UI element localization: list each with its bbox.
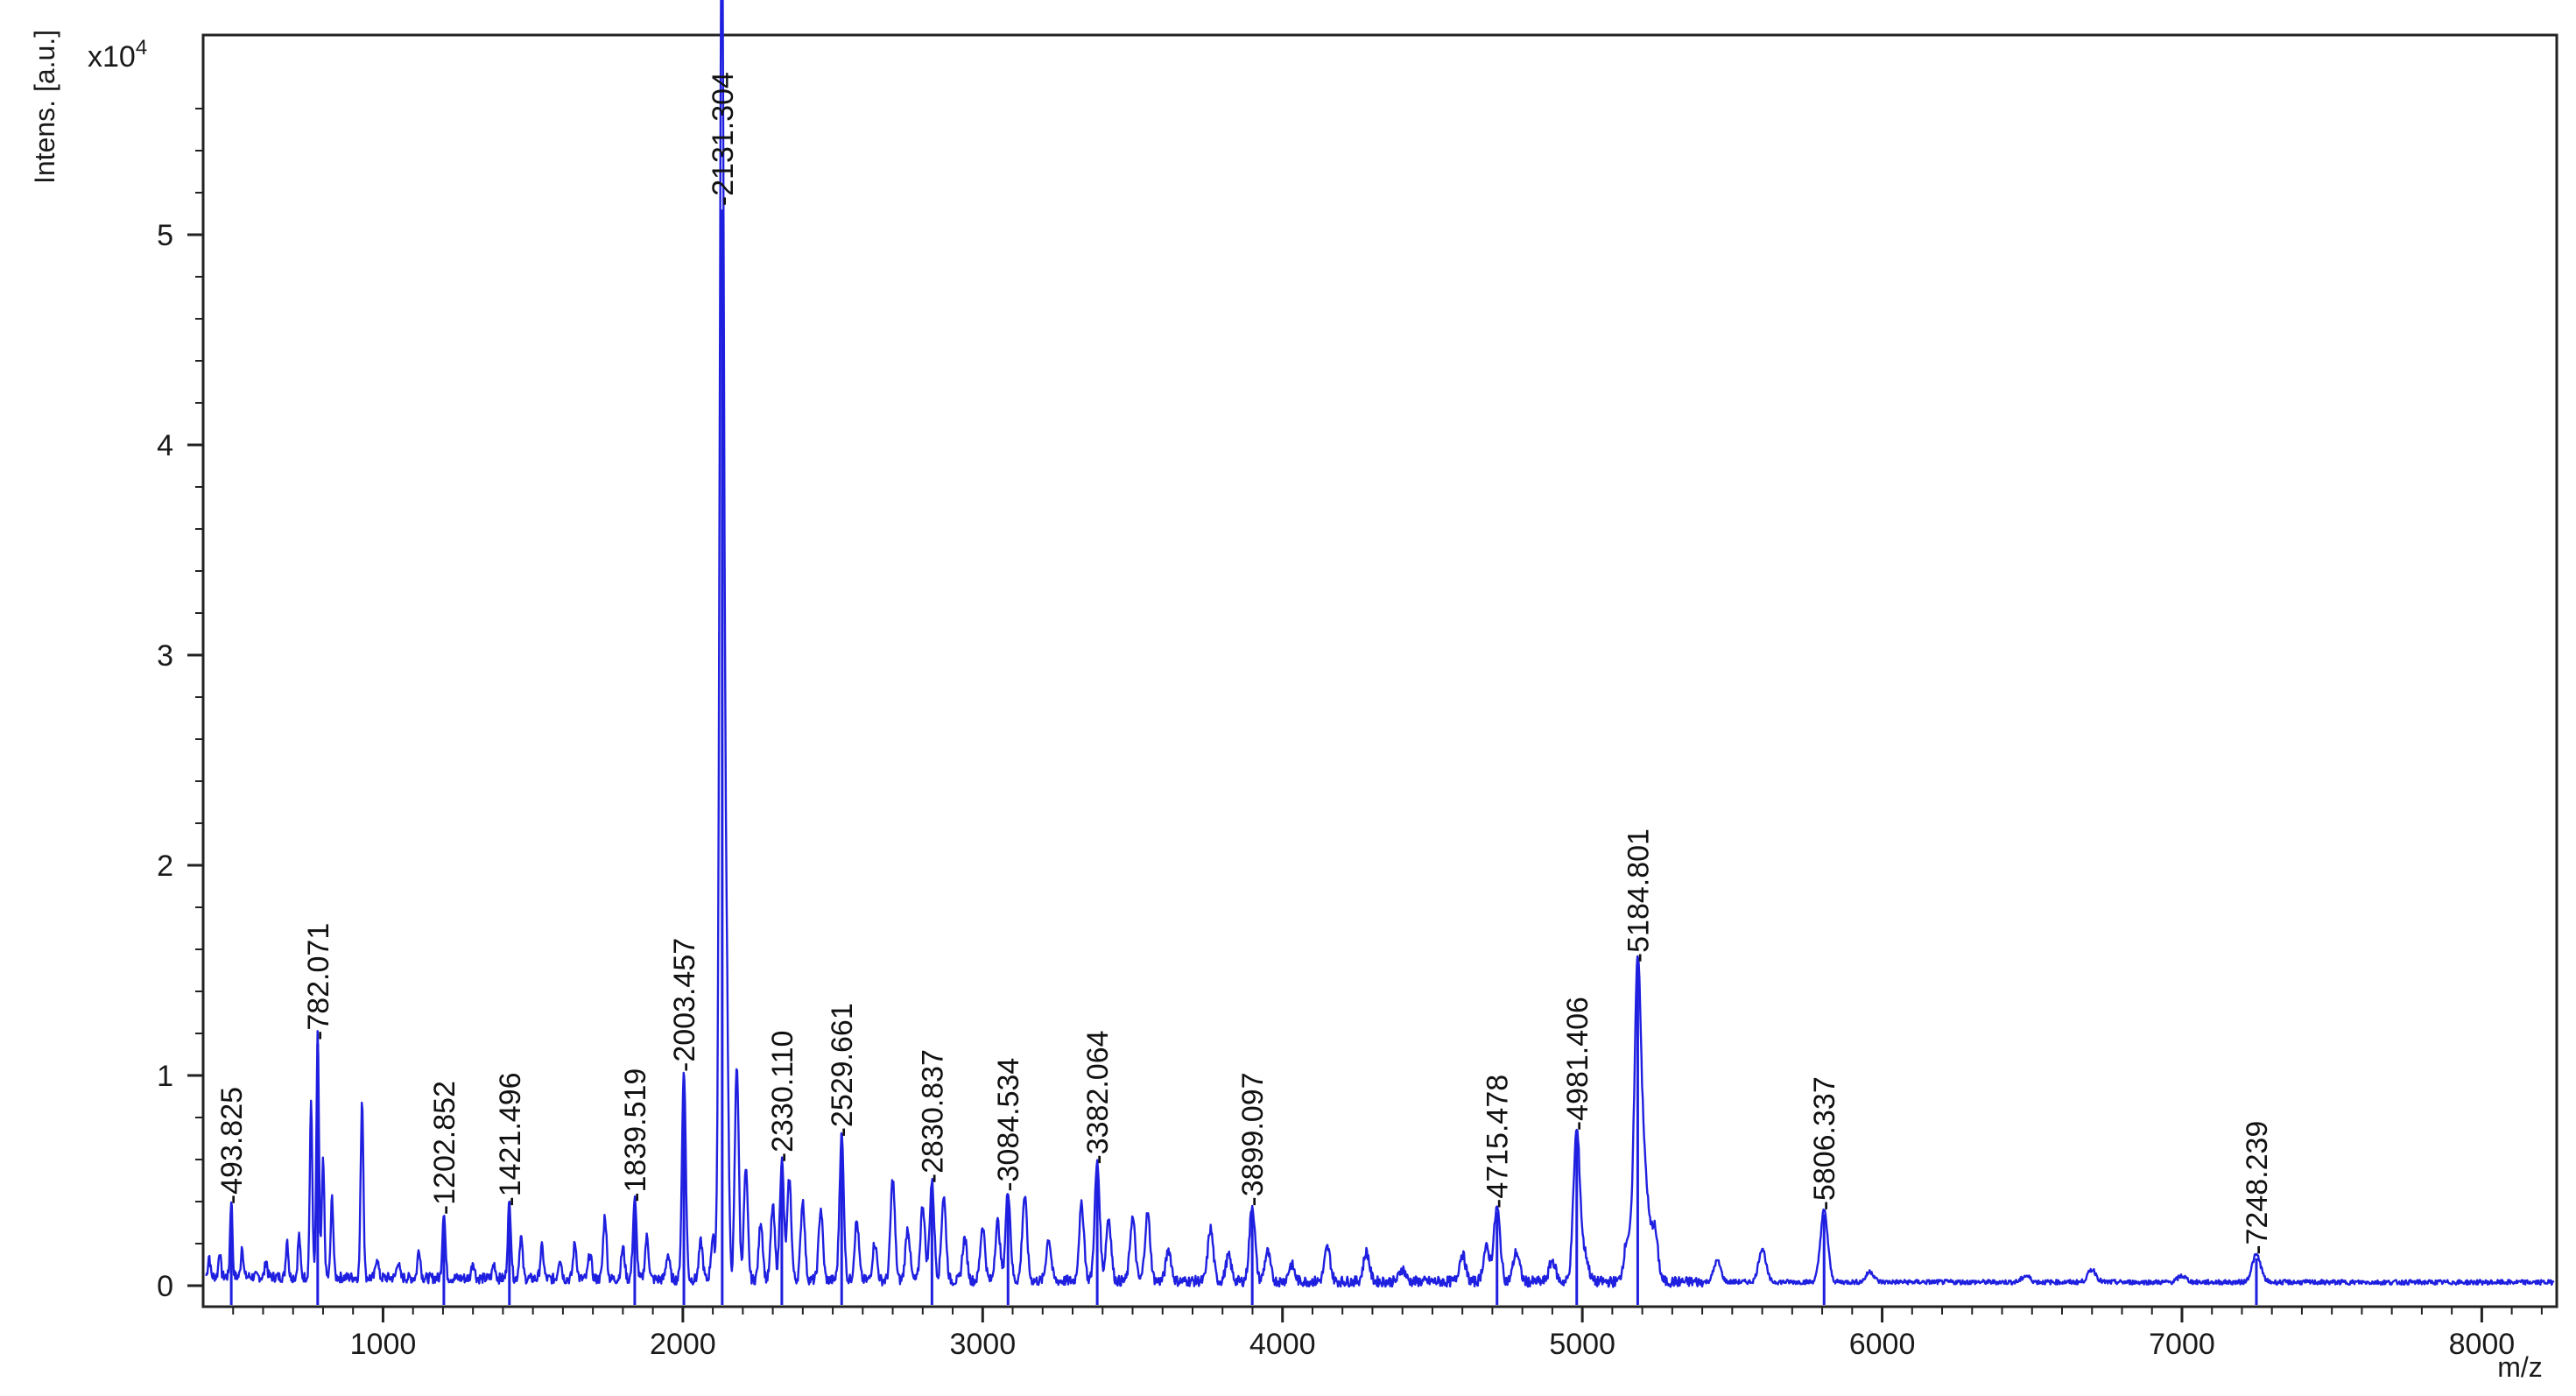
x-axis-title: m/z: [2497, 1351, 2543, 1383]
peak-label: -1421.496: [494, 1072, 527, 1206]
x-tick-label: 1000: [350, 1328, 417, 1361]
x-tick-label: 7000: [2149, 1328, 2215, 1361]
peak-label: -4981.406: [1561, 997, 1594, 1131]
spectrum-trace-line: [205, 0, 2555, 1288]
peak-label: -2529.661: [826, 1003, 859, 1137]
y-axis-ticks: 0 1 2 3 4 5: [157, 108, 203, 1303]
y-tick-label: 5: [157, 219, 173, 252]
peak-label: -3899.097: [1236, 1072, 1270, 1206]
x-tick-label: 6000: [1849, 1328, 1916, 1361]
plot-frame: [201, 33, 2558, 1308]
x-tick-label: 5000: [1549, 1328, 1615, 1361]
peak-label: -3382.064: [1081, 1030, 1115, 1164]
y-tick-label: 1: [157, 1060, 173, 1093]
peak-label: -1202.852: [428, 1081, 461, 1215]
x-tick-label: 8000: [2449, 1328, 2516, 1361]
x-tick-label: 4000: [1249, 1328, 1316, 1361]
peak-label: -5806.337: [1808, 1076, 1841, 1210]
spectrum-trace-group: [205, 0, 2555, 1288]
peak-label: -2003.457: [668, 938, 701, 1072]
y-tick-label: 3: [157, 639, 173, 673]
peak-label: -5184.801: [1622, 828, 1655, 962]
y-multiplier-label: x104: [88, 36, 147, 74]
y-tick-label: 4: [157, 429, 173, 462]
peak-label: -782.071: [302, 923, 335, 1040]
y-axis-title: Intens. [a.u.]: [29, 30, 60, 184]
peak-label: -493.825: [215, 1087, 249, 1204]
x-axis-ticks: 1000 2000 3000 4000 5000 6000 7000 8000: [232, 1307, 2543, 1361]
y-tick-label: 0: [157, 1270, 173, 1303]
peak-label: -2830.837: [916, 1049, 949, 1183]
y-multiplier-exponent: 4: [136, 36, 147, 60]
peak-label: -2330.110: [766, 1031, 799, 1163]
peak-label: -1839.519: [619, 1068, 652, 1202]
peak-label: -3084.534: [992, 1058, 1025, 1192]
peak-label: -2131.304: [707, 72, 740, 206]
peak-label: -4715.478: [1482, 1075, 1515, 1209]
x-tick-label: 2000: [650, 1328, 716, 1361]
y-tick-label: 2: [157, 850, 173, 883]
peak-label: -7248.239: [2241, 1121, 2274, 1255]
x-tick-label: 3000: [949, 1328, 1016, 1361]
y-multiplier-base: x10: [88, 40, 136, 74]
peak-labels: -493.825 -782.071 -1202.852 -1421.496 -1839.…: [215, 72, 2274, 1305]
